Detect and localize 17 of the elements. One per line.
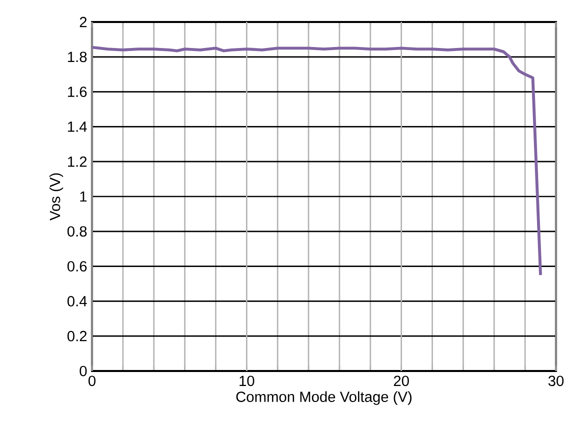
y-tick-label: 1: [80, 191, 87, 202]
y-tick-label: 1.6: [68, 86, 87, 97]
y-tick-label: 0.2: [67, 330, 87, 342]
x-tick-label: 20: [394, 376, 409, 386]
y-tick-label: 1.4: [68, 122, 87, 132]
x-tick-label: 30: [548, 376, 564, 386]
y-tick-label: 2: [80, 16, 87, 28]
y-tick-label: 0: [80, 366, 87, 376]
x-tick-label: 0: [88, 376, 96, 386]
y-tick-label: 1.2: [68, 156, 87, 167]
y-tick-label: 0.8: [67, 226, 87, 237]
y-tick-label: 0.4: [67, 296, 87, 306]
y-axis-title: Vos (V): [49, 173, 64, 220]
y-tick-label: 1.8: [68, 52, 87, 62]
x-axis-title: Common Mode Voltage (V): [236, 391, 412, 405]
y-tick-label: 0.6: [67, 261, 87, 272]
x-tick-label: 10: [240, 376, 254, 386]
